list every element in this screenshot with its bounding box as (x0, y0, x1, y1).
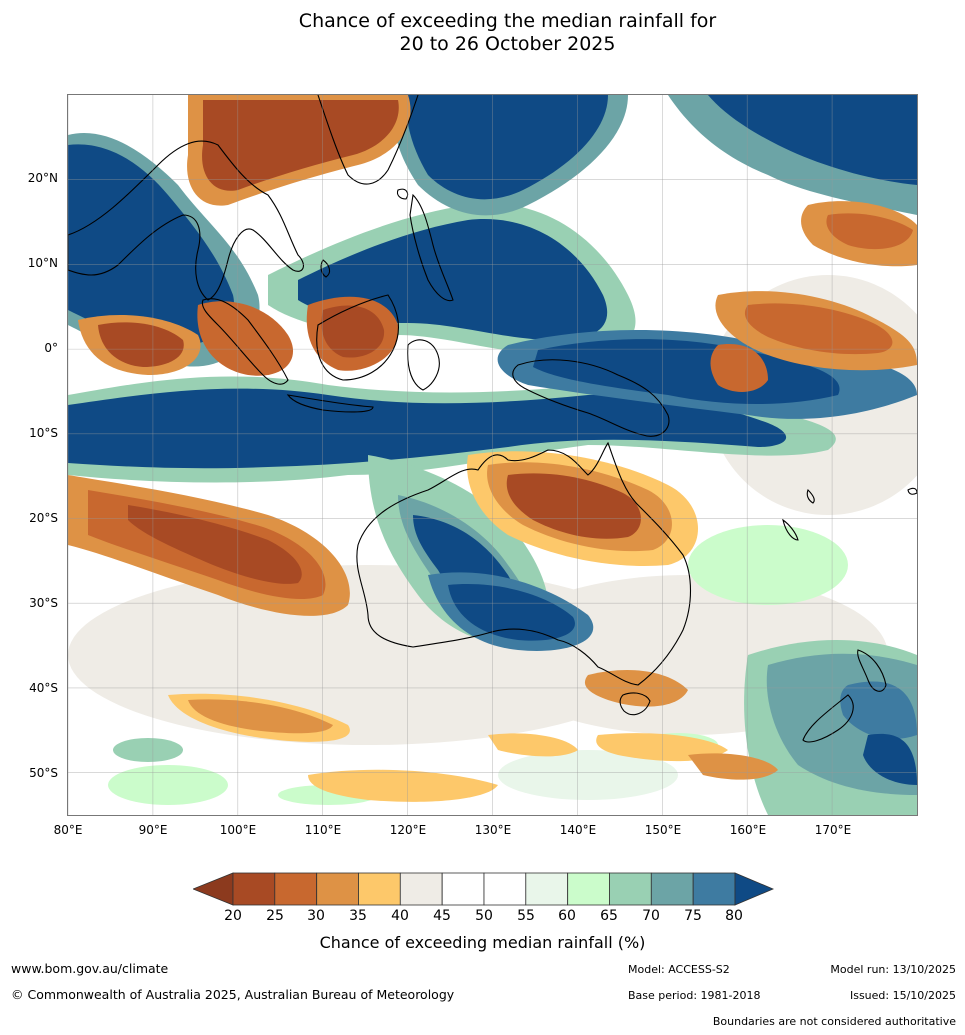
lat-label-10n: 10°N (27, 256, 58, 270)
colorbar-segment-45-50 (441, 872, 485, 906)
lon-label-160e: 160°E (729, 823, 767, 837)
chart-title: Chance of exceeding the median rainfall … (0, 10, 965, 56)
colorbar-tick-45: 45 (433, 908, 451, 924)
philippines-coastline (409, 193, 454, 302)
lon-label-90e: 90°E (138, 823, 168, 837)
lon-label-170e: 170°E (814, 823, 852, 837)
model-name: Model: ACCESS-S2 (628, 963, 730, 976)
colorbar-segment-70-75 (650, 872, 694, 906)
lon-label-150e: 150°E (644, 823, 682, 837)
colorbar-tick-80: 80 (725, 908, 743, 924)
tasmania-coastline (619, 692, 651, 716)
colorbar-segment-20-25 (232, 872, 276, 906)
colorbar-segment-40-45 (399, 872, 443, 906)
colorbar-segment-75-80 (692, 872, 736, 906)
colorbar-tick-70: 70 (642, 908, 660, 924)
colorbar-tick-50: 50 (475, 908, 493, 924)
asia-coastline (68, 140, 304, 301)
colorbar-under-arrow (193, 872, 234, 906)
colorbar-tick-30: 30 (307, 908, 325, 924)
sulawesi-coastline (407, 339, 440, 391)
title-line-2: 20 to 26 October 2025 (399, 33, 616, 55)
colorbar-tick-20: 20 (224, 908, 242, 924)
lat-label-0: 0° (44, 341, 58, 355)
colorbar-segment-65-70 (609, 872, 652, 906)
colorbar-segment-25-30 (274, 872, 318, 906)
lon-label-120e: 120°E (389, 823, 427, 837)
colorbar-segment-30-35 (316, 872, 359, 906)
lat-label-20s: 20°S (29, 511, 58, 525)
borneo-coastline (316, 294, 399, 381)
model-run-date: Model run: 13/10/2025 (830, 963, 956, 976)
boundaries-disclaimer: Boundaries are not considered authoritat… (712, 1015, 956, 1028)
colorbar-segment-55-60 (525, 872, 568, 906)
base-period: Base period: 1981-2018 (628, 989, 761, 1002)
colorbar-tick-35: 35 (349, 908, 367, 924)
colorbar-tick-65: 65 (600, 908, 618, 924)
new-guinea-coastline (512, 359, 670, 437)
issued-date: Issued: 15/10/2025 (849, 989, 956, 1002)
lon-label-100e: 100°E (219, 823, 257, 837)
colorbar-segment-60-65 (567, 872, 610, 906)
lat-label-50s: 50°S (29, 766, 58, 780)
colorbar-over-arrow (734, 872, 775, 906)
copyright-text: © Commonwealth of Australia 2025, Austra… (11, 987, 455, 1002)
java-coastline (286, 394, 374, 413)
lon-label-140e: 140°E (559, 823, 597, 837)
lat-label-10s: 10°S (29, 426, 58, 440)
sumatra-coastline (201, 298, 289, 385)
lat-label-30s: 30°S (29, 596, 58, 610)
colorbar-tick-60: 60 (558, 908, 576, 924)
colorbar-tick-55: 55 (517, 908, 535, 924)
australia-coastline (356, 441, 691, 686)
lat-label-40s: 40°S (29, 681, 58, 695)
wet-regions (68, 95, 917, 815)
lon-label-130e: 130°E (474, 823, 512, 837)
lon-label-110e: 110°E (304, 823, 342, 837)
lon-label-80e: 80°E (53, 823, 83, 837)
colorbar-tick-75: 75 (684, 908, 702, 924)
colorbar-tick-40: 40 (391, 908, 409, 924)
colorbar (193, 872, 775, 906)
lat-label-20n: 20°N (27, 171, 58, 185)
colorbar-label: Chance of exceeding median rainfall (%) (319, 933, 646, 952)
title-line-1: Chance of exceeding the median rainfall … (298, 10, 717, 32)
rainfall-probability-map (67, 94, 918, 816)
colorbar-segment-35-40 (358, 872, 401, 906)
website-url: www.bom.gov.au/climate (11, 961, 169, 976)
colorbar-segment-50-55 (483, 872, 527, 906)
graticule (68, 95, 917, 815)
coastlines (68, 95, 917, 743)
map-canvas (68, 95, 917, 815)
new-zealand-coastline (857, 649, 887, 692)
colorbar-tick-25: 25 (266, 908, 284, 924)
